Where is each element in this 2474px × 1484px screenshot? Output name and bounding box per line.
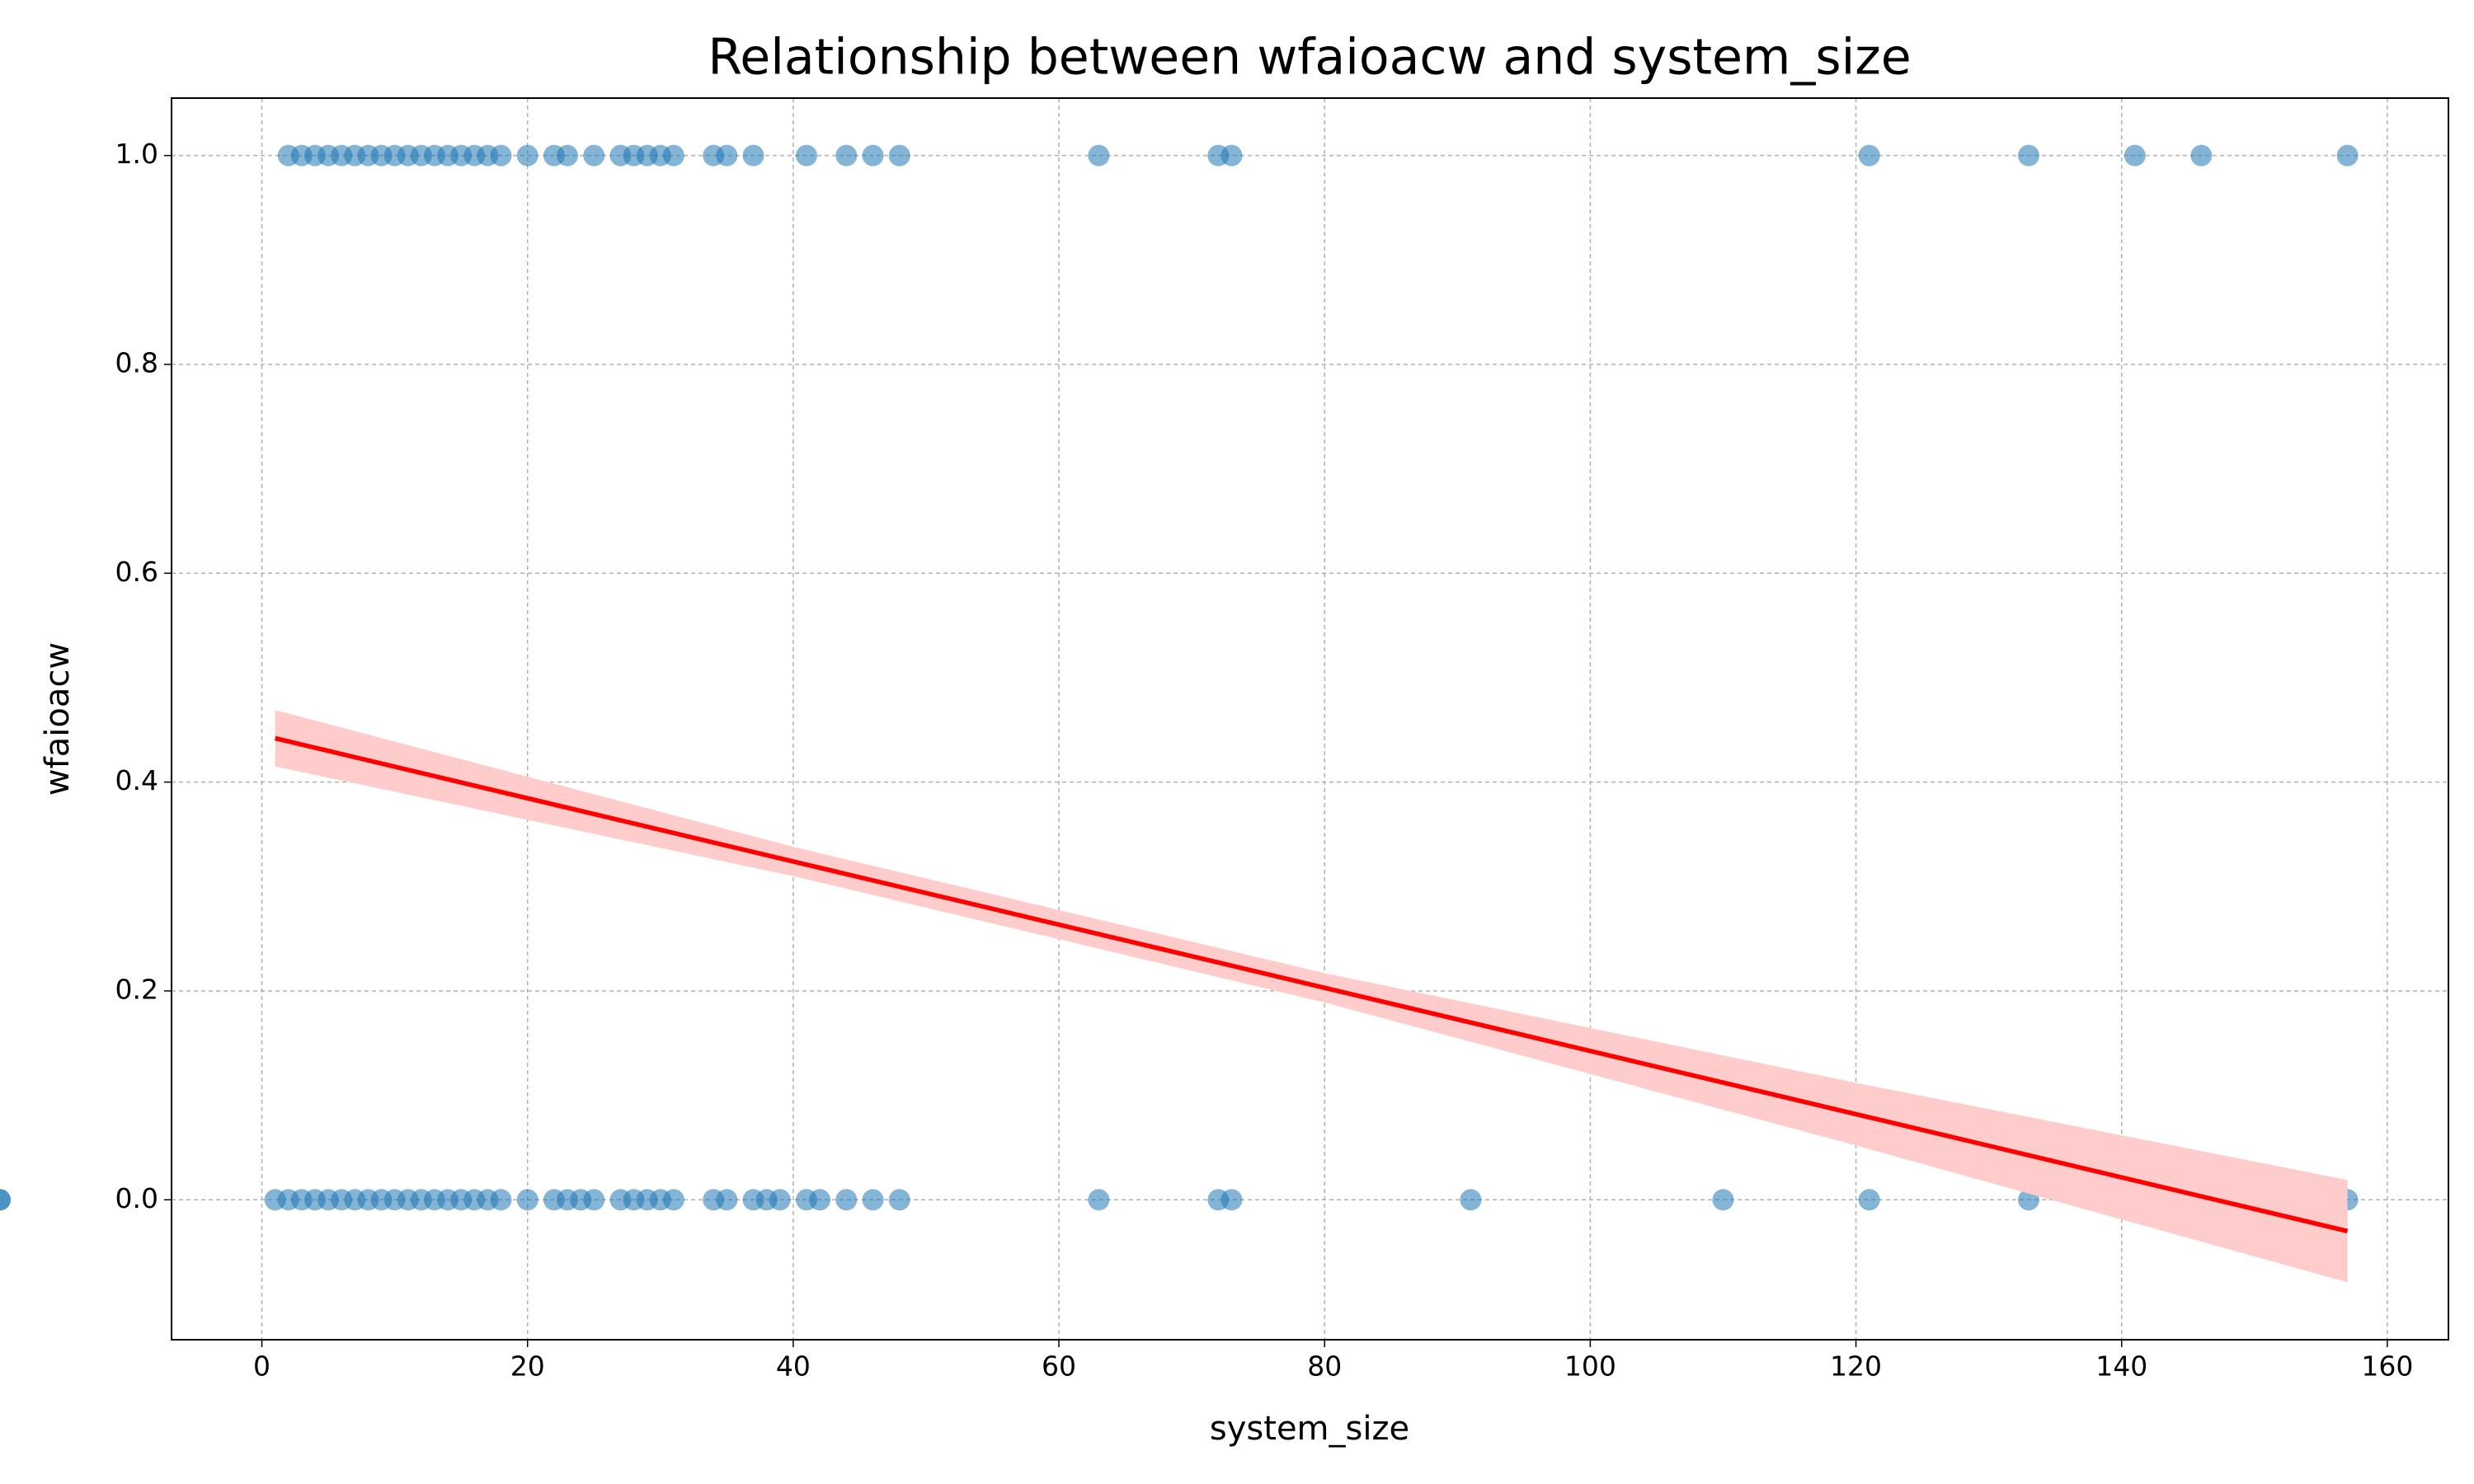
x-tick-label: 20 (510, 1350, 545, 1383)
data-point (835, 1189, 858, 1211)
y-tick-label: 0.0 (115, 1182, 158, 1214)
data-point (662, 144, 684, 167)
data-point (809, 1189, 831, 1211)
data-point (716, 144, 738, 167)
data-point (2190, 144, 2213, 167)
data-point (888, 144, 910, 167)
data-point (557, 144, 579, 167)
data-point (716, 1189, 738, 1211)
data-point (2017, 144, 2039, 167)
data-point (0, 1189, 11, 1211)
x-tick-label: 100 (1564, 1350, 1616, 1383)
data-point (583, 1189, 605, 1211)
plot-frame (171, 97, 2449, 1341)
y-axis-label: wfaioacw (39, 642, 77, 796)
y-tick-label: 0.8 (115, 346, 158, 378)
data-point (1088, 1189, 1110, 1211)
data-point (862, 1189, 884, 1211)
data-point (1858, 144, 1880, 167)
data-point (862, 144, 884, 167)
data-point (2336, 144, 2359, 167)
data-point (1221, 1189, 1243, 1211)
data-point (490, 144, 512, 167)
y-tick-label: 0.6 (115, 556, 158, 588)
data-point (795, 144, 817, 167)
data-point (1460, 1189, 1482, 1211)
data-point (769, 1189, 791, 1211)
data-point (516, 1189, 539, 1211)
y-tick-label: 0.4 (115, 764, 158, 796)
x-tick-label: 160 (2361, 1350, 2413, 1383)
x-tick-label: 60 (1042, 1350, 1076, 1383)
data-point (742, 144, 764, 167)
chart-title: Relationship between wfaioacw and system… (708, 29, 1911, 87)
data-point (516, 144, 539, 167)
data-point (583, 144, 605, 167)
x-axis-label: system_size (1210, 1410, 1409, 1448)
y-tick-label: 1.0 (115, 138, 158, 170)
x-tick-label: 140 (2095, 1350, 2147, 1383)
x-tick-label: 80 (1307, 1350, 1342, 1383)
confidence-band (275, 710, 2348, 1283)
x-tick-label: 0 (253, 1350, 270, 1383)
data-point (662, 1189, 684, 1211)
data-point (1088, 144, 1110, 167)
data-point (1858, 1189, 1880, 1211)
y-tick-label: 0.2 (115, 973, 158, 1005)
data-point (888, 1189, 910, 1211)
data-point (1221, 144, 1243, 167)
x-tick-label: 40 (776, 1350, 811, 1383)
data-point (1712, 1189, 1734, 1211)
regression-line (275, 735, 2349, 1233)
x-tick-label: 120 (1830, 1350, 1882, 1383)
data-point (2124, 144, 2146, 167)
data-point (490, 1189, 512, 1211)
data-point (835, 144, 858, 167)
